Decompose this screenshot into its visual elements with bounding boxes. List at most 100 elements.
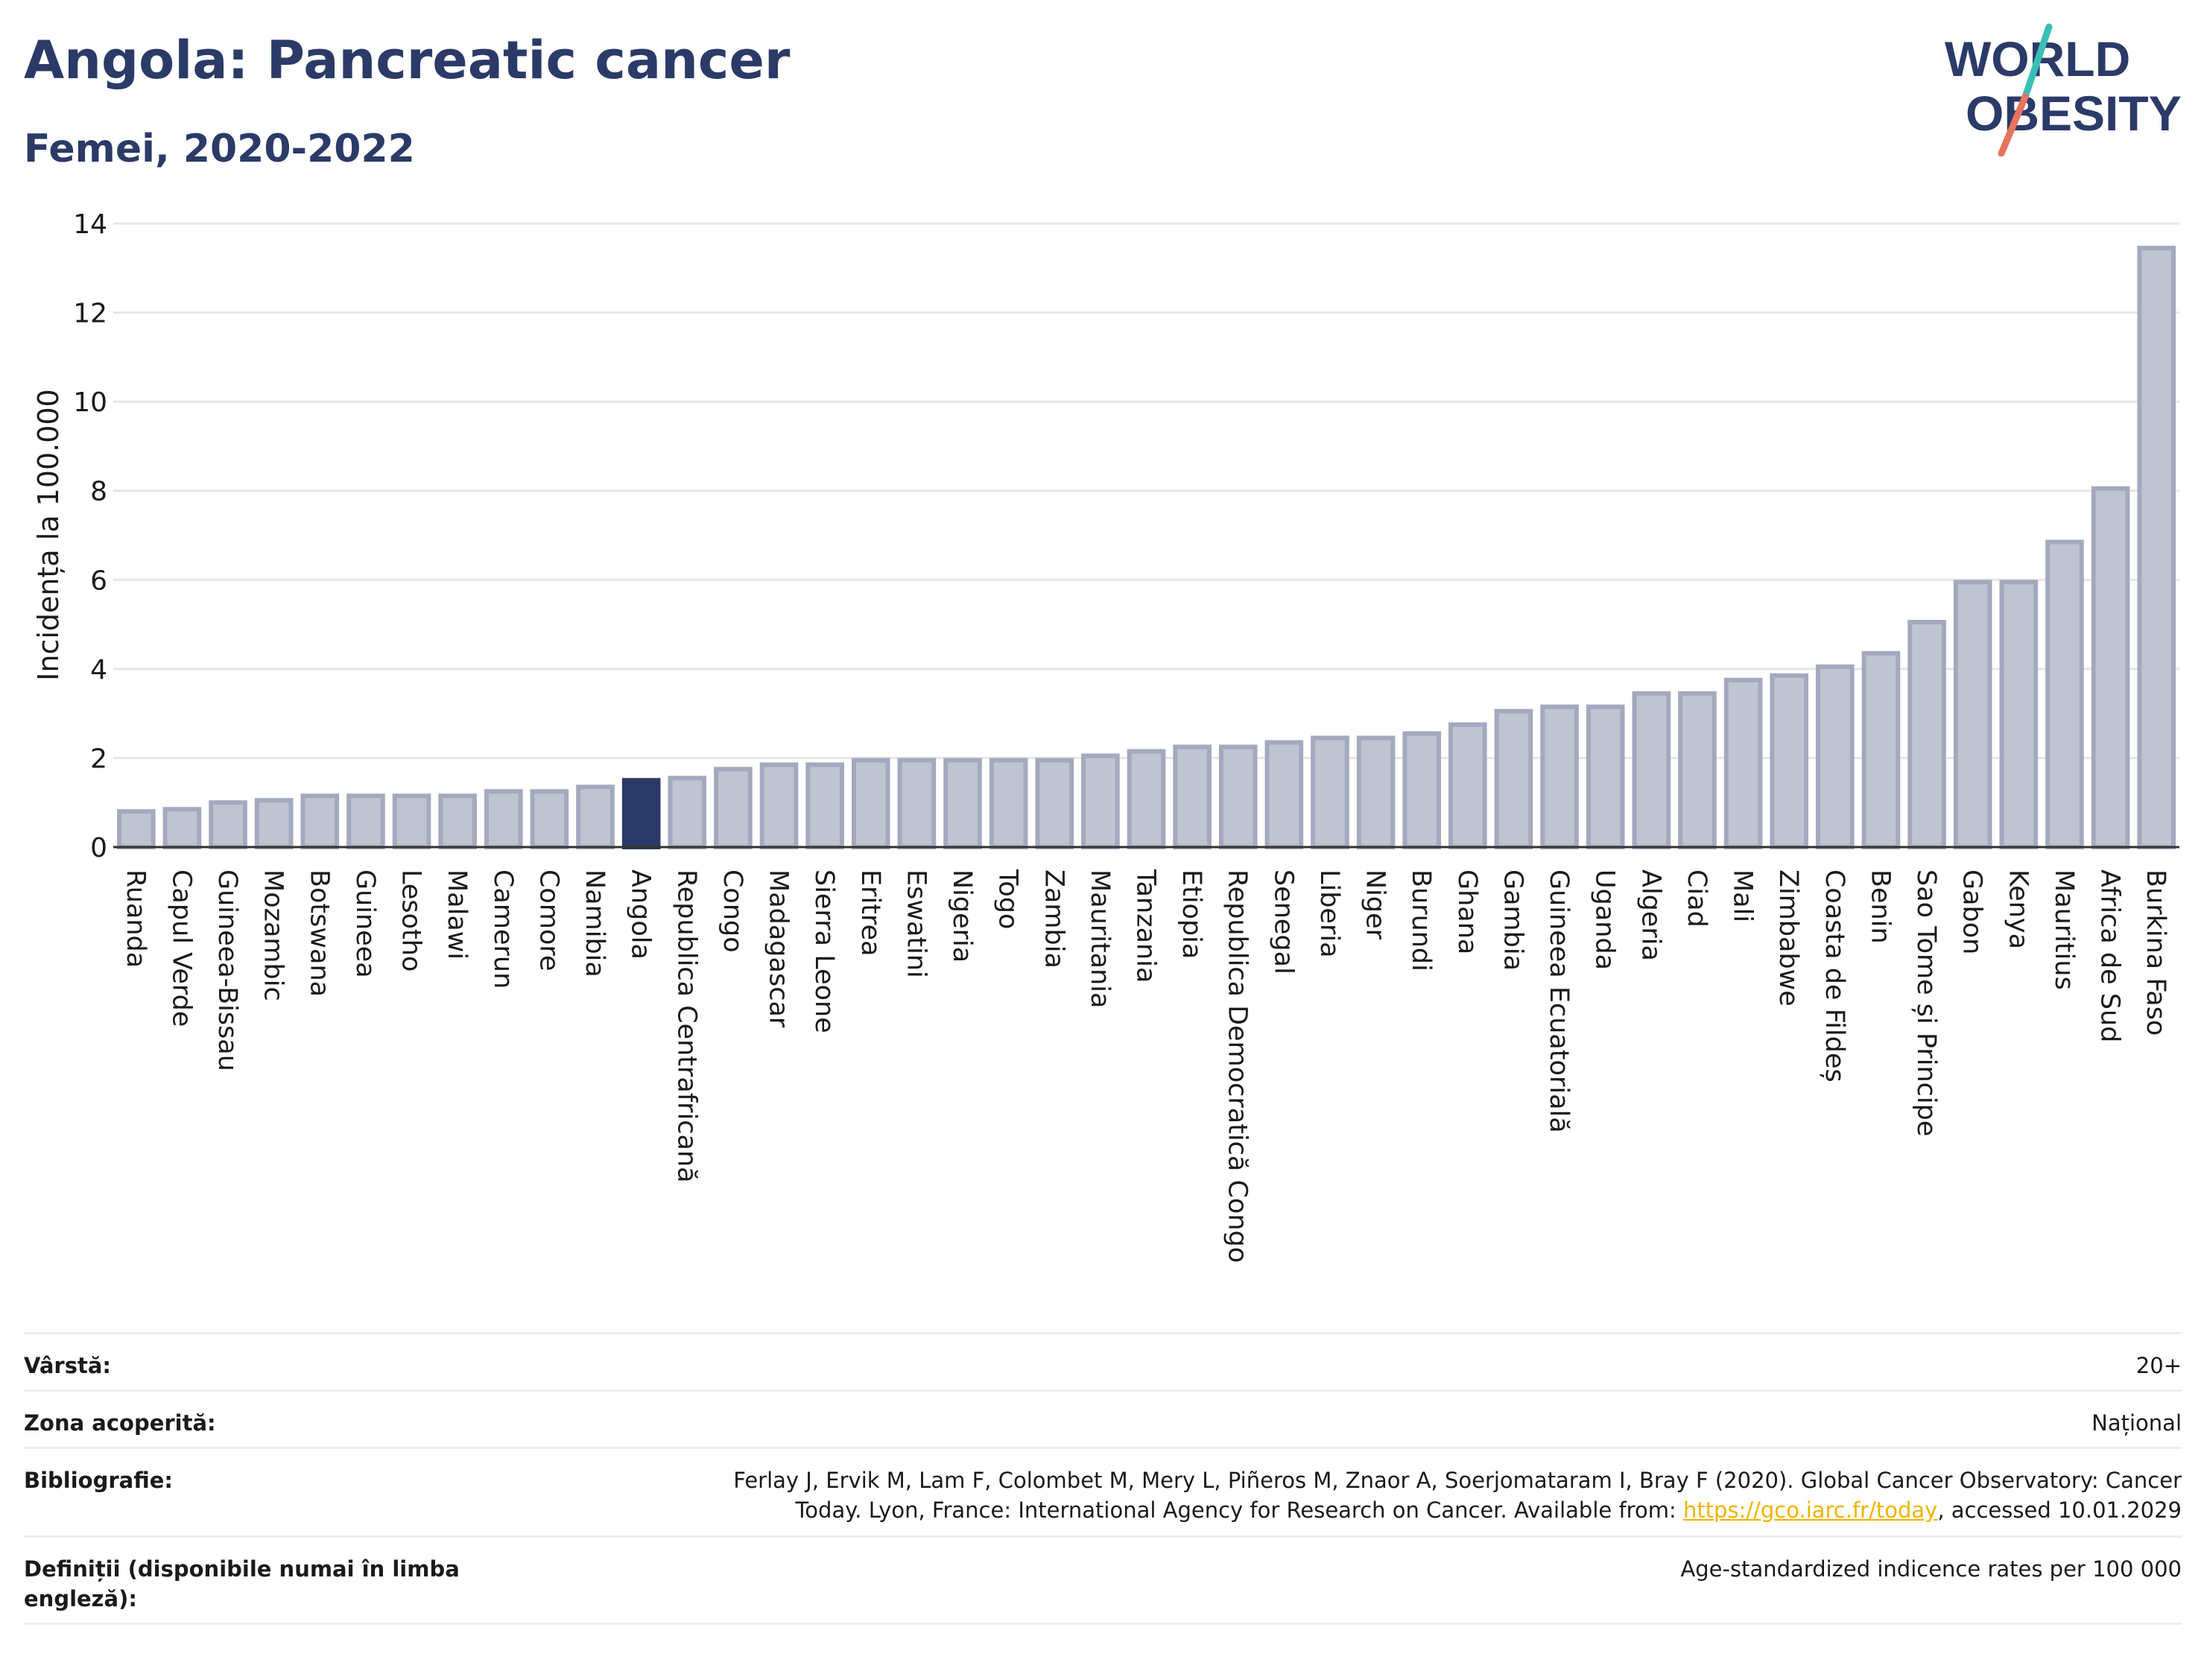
x-tick-label: Eritrea — [855, 869, 885, 957]
x-tick-label: Nigeria — [947, 869, 977, 963]
logo-text-obesity: OBESITY — [1966, 86, 2182, 141]
info-row-age: Vârstă: 20+ — [24, 1332, 2182, 1389]
world-obesity-logo: WORLD OBESITY — [1945, 23, 2182, 156]
bar-liberia — [1311, 735, 1349, 850]
bar-etiopia — [1173, 744, 1212, 849]
x-tick-label: Angola — [626, 869, 656, 960]
bar-ruanda — [117, 809, 156, 849]
bar-republica-centrafrican- — [668, 776, 707, 850]
x-tick-label: Madagascar — [764, 869, 794, 1028]
page-subtitle: Femei, 2020-2022 — [24, 127, 415, 171]
bar-gabon — [1953, 580, 1992, 850]
info-row-bibliography: Bibliografie: Ferlay J, Ervik M, Lam F, … — [24, 1447, 2182, 1535]
age-value: 20+ — [2135, 1353, 2182, 1378]
x-tick-label: Lesotho — [396, 869, 426, 971]
page-title: Angola: Pancreatic cancer — [24, 30, 791, 91]
bar-namibia — [576, 784, 615, 850]
x-tick-label: Republica Democratică Congo — [1223, 869, 1253, 1263]
x-tick-label: Togo — [993, 869, 1023, 929]
bibliography-value: Ferlay J, Ervik M, Lam F, Colombet M, Me… — [501, 1465, 2182, 1525]
x-tick-label: Ruanda — [121, 869, 151, 968]
definitions-label: Definiții (disponibile numai în limba en… — [24, 1556, 460, 1611]
x-tick-label: Ghana — [1452, 869, 1482, 954]
bar-lesotho — [392, 793, 431, 850]
bar-guineea — [346, 793, 385, 850]
bibliography-label: Bibliografie: — [24, 1468, 173, 1493]
bibliography-text: Today. Lyon, France: International Agenc… — [795, 1497, 1683, 1523]
area-label: Zona acoperită: — [24, 1410, 216, 1436]
bar-sao-tome-i-principe — [1907, 620, 1946, 849]
x-tick-label: Senegal — [1268, 869, 1298, 974]
y-tick-label: 6 — [90, 565, 107, 596]
x-tick-label: Burundi — [1406, 869, 1436, 971]
bar-algeria — [1632, 691, 1671, 849]
bar-chart: 0 2 4 6 8 10 12 14 Ruanda Capul Verde Guineea-Bis… — [32, 209, 2179, 1263]
x-tick-label: Zimbabwe — [1773, 869, 1803, 1007]
bar-benin — [1861, 650, 1901, 849]
bar-malawi — [438, 793, 477, 850]
y-axis-label: Incidența la 100.000 — [32, 389, 65, 681]
info-row-area: Zona acoperită: Național — [24, 1389, 2182, 1447]
x-tick-label: Africa de Sud — [2095, 869, 2125, 1042]
x-tick-label: Burkina Faso — [2141, 869, 2170, 1036]
x-tick-label: Liberia — [1314, 869, 1344, 958]
bar-africa-de-sud — [2091, 486, 2130, 849]
x-tick-label: Niger — [1361, 869, 1390, 940]
bibliography-link[interactable]: https://gco.iarc.fr/today — [1682, 1497, 1938, 1523]
bar-botswana — [300, 793, 340, 850]
x-tick-label: Gabon — [1957, 869, 1987, 954]
bar-ghana — [1448, 722, 1487, 850]
bar-sierra-leone — [805, 762, 844, 850]
bar-comore — [530, 789, 569, 849]
x-tick-label: Guineea — [350, 869, 380, 978]
bar-mozambic — [254, 798, 294, 849]
bar-uganda — [1586, 704, 1625, 849]
bibliography-line-2: Today. Lyon, France: International Agenc… — [501, 1495, 2182, 1525]
bibliography-line-1: Ferlay J, Ervik M, Lam F, Colombet M, Me… — [733, 1468, 2182, 1493]
chart-labels: Ruanda Capul Verde Guineea-Bissau Mozambic B… — [121, 869, 2170, 1263]
x-tick-label: Namibia — [580, 869, 609, 977]
x-tick-label: Benin — [1865, 869, 1895, 944]
bar-gambia — [1494, 709, 1533, 849]
x-tick-label: Uganda — [1590, 869, 1620, 970]
x-tick-label: Gambia — [1498, 869, 1527, 971]
bar-senegal — [1264, 740, 1304, 850]
y-tick-label: 14 — [73, 209, 107, 240]
x-tick-label: Capul Verde — [166, 869, 196, 1027]
x-tick-label: Kenya — [2003, 869, 2033, 949]
bar-nigeria — [943, 758, 982, 849]
bar-niger — [1356, 735, 1396, 850]
x-tick-label: Sao Tome și Principe — [1911, 869, 1941, 1136]
x-tick-label: Sierra Leone — [809, 869, 839, 1033]
x-tick-label: Tanzania — [1131, 869, 1161, 983]
bar-capul-verde — [162, 807, 202, 849]
area-value: Național — [2091, 1410, 2182, 1436]
bar-togo — [989, 758, 1028, 849]
x-tick-label: Mozambic — [259, 869, 288, 1001]
bar-mauritius — [2045, 539, 2084, 849]
bar-burkina-faso — [2137, 245, 2176, 849]
bar-angola — [621, 778, 661, 849]
x-tick-label: Coasta de Fildeș — [1820, 869, 1849, 1083]
x-tick-label: Algeria — [1635, 869, 1665, 961]
x-tick-label: Eswatini — [901, 869, 931, 978]
x-tick-label: Mauritania — [1085, 869, 1115, 1008]
definitions-value: Age-standardized indicence rates per 100… — [1680, 1556, 2182, 1582]
bar-kenya — [1999, 580, 2039, 850]
bar-zambia — [1035, 758, 1074, 849]
bar-camerun — [484, 789, 523, 849]
x-tick-label: Ciad — [1682, 869, 1711, 928]
x-tick-label: Congo — [718, 869, 747, 953]
bar-mauritania — [1081, 753, 1120, 849]
bar-eswatini — [897, 758, 937, 849]
chart-axes: 0 2 4 6 8 10 12 14 — [73, 209, 2179, 863]
x-tick-label: Republica Centrafricană — [671, 869, 701, 1183]
y-tick-label: 2 — [90, 744, 107, 774]
y-tick-label: 12 — [73, 299, 107, 329]
age-label: Vârstă: — [24, 1353, 112, 1378]
bar-eritrea — [851, 758, 890, 849]
x-tick-label: Mauritius — [2049, 869, 2079, 990]
bar-guineea-ecuatorial- — [1540, 704, 1579, 849]
info-table: Vârstă: 20+ Zona acoperită: Național Bib… — [24, 1332, 2182, 1625]
bar-congo — [714, 767, 753, 849]
